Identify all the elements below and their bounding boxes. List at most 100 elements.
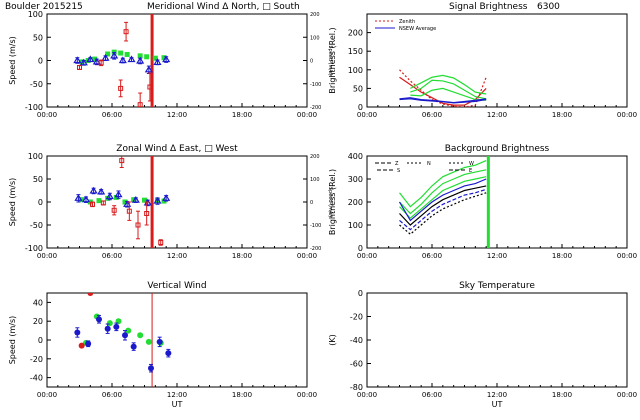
vertical-ytick-label: 20 — [33, 317, 43, 326]
vertical-ytick-label: 0 — [38, 336, 43, 345]
vertical-xtick-label: 00:00 — [37, 391, 57, 399]
meridional-ylabel-right: Speed (m/s) — [327, 45, 333, 75]
sky-ytick-label: -60 — [350, 360, 363, 369]
meridional-point-north-green — [105, 51, 111, 57]
background-xtick-label: 00:00 — [357, 252, 377, 260]
legend-label-s: S — [397, 168, 400, 174]
meridional-xtick-label: 12:00 — [167, 111, 187, 119]
sky-chart: Sky Temperature (K) -80 -60 -40 -20 0 00:00 06:0… — [328, 281, 637, 409]
zonal-point-east-green — [96, 198, 102, 204]
sky-ytick-label: -40 — [350, 336, 363, 345]
vertical-point-blue — [130, 343, 137, 350]
vertical-point-blue — [104, 325, 111, 332]
vertical-point-blue — [156, 338, 163, 345]
background-ytick-label: 400 — [348, 152, 363, 161]
signal-xtick-label: 00:00 — [617, 111, 637, 119]
background-series-blue-a — [398, 178, 487, 222]
zonal-xtick-label: 00:00 — [37, 252, 57, 260]
vertical-point-green — [145, 338, 152, 345]
background-xtick-label: 00:00 — [617, 252, 637, 260]
sky-ytick-label: -20 — [350, 313, 363, 322]
legend-label-w: W — [469, 161, 474, 167]
background-title: Background Brightness — [445, 144, 550, 154]
meridional-point-south-red — [118, 85, 124, 91]
zonal-ytick-label: -50 — [30, 221, 43, 230]
meridional-xtick-label: 00:00 — [297, 111, 317, 119]
legend-label-n: N — [427, 161, 431, 167]
vertical-title: Vertical Wind — [147, 281, 206, 291]
signal-xtick-label: 00:00 — [357, 111, 377, 119]
meridional-point-vertical-blue — [73, 56, 82, 64]
sky-xtick-label: 12:00 — [487, 391, 507, 399]
zonal-point-west-red — [126, 208, 132, 214]
vertical-point-blue — [165, 350, 172, 357]
vertical-xtick-label: 18:00 — [232, 391, 252, 399]
vertical-point-green — [125, 327, 132, 334]
meridional-point-north-green — [118, 50, 124, 56]
zonal-point-vertical-blue — [162, 194, 171, 201]
meridional-chart: Boulder 2015215 Meridional Wind Δ North, … — [5, 2, 333, 119]
zonal-xtick-label: 18:00 — [232, 252, 252, 260]
zonal-point-west-red — [144, 211, 150, 216]
meridional-ytick-right-label: 0 — [310, 59, 313, 65]
meridional-point-vertical-blue — [110, 51, 119, 59]
signal-series-Zenith — [399, 69, 487, 107]
vertical-point-blue — [96, 316, 102, 323]
meridional-xtick-label: 06:00 — [102, 111, 122, 119]
zonal-point-west-red — [100, 200, 106, 206]
sky-xtick-label: 00:00 — [357, 391, 377, 399]
zonal-point-west-red — [90, 201, 95, 207]
meridional-point-vertical-blue — [127, 55, 136, 63]
meridional-point-north-green — [161, 55, 167, 61]
sky-frame — [366, 292, 628, 388]
zonal-xtick-label: 06:00 — [102, 252, 122, 260]
meridional-point-vertical-blue — [136, 56, 145, 64]
vertical-xtick-label: 06:00 — [102, 391, 122, 399]
meridional-ytick-label: -100 — [25, 103, 43, 112]
signal-series-green-a — [410, 74, 487, 95]
meridional-point-vertical-blue — [144, 65, 153, 73]
vertical-ylabel: Speed (m/s) — [8, 316, 17, 365]
sky-xtick-label: 00:00 — [617, 391, 637, 399]
vertical-point-blue — [85, 340, 92, 347]
meridional-point-vertical-blue — [101, 54, 110, 61]
zonal-ytick-label: 0 — [38, 198, 43, 207]
vertical-plot-area — [74, 293, 172, 373]
signal-chart: Signal Brightness 6300 Brightness (Rel.) 0 5… — [328, 2, 637, 119]
zonal-point-vertical-blue — [89, 186, 98, 194]
vertical-point-blue — [113, 323, 120, 330]
vertical-ytick-label: -40 — [30, 374, 43, 383]
meridional-title: Meridional Wind Δ North, □ South — [147, 2, 300, 12]
meridional-ytick-label: -50 — [30, 80, 43, 89]
signal-ytick-label: 200 — [348, 29, 363, 38]
vertical-point-red — [87, 293, 94, 296]
zonal-point-west-red — [135, 222, 141, 228]
vertical-point-blue — [148, 365, 154, 372]
signal-xtick-label: 18:00 — [552, 111, 572, 119]
vertical-xtick-label: 12:00 — [167, 391, 187, 399]
background-series-green-a — [399, 160, 487, 208]
meridional-ytick-right-label: -200 — [310, 105, 321, 111]
signal-ytick-label: 100 — [348, 66, 363, 75]
meridional-ytick-right-label: -100 — [310, 82, 321, 88]
background-ylabel: Brightness (Rel.) — [328, 169, 337, 235]
background-series-black-a — [399, 185, 487, 226]
meridional-ylabel: Speed (m/s) — [8, 36, 17, 85]
signal-series-green-c — [410, 87, 487, 101]
zonal-point-vertical-blue — [74, 194, 83, 201]
meridional-point-south-red — [147, 84, 153, 90]
meridional-point-north-green — [137, 53, 143, 59]
meridional-point-vertical-blue — [92, 57, 101, 65]
sky-xtick-label: 06:00 — [422, 391, 442, 399]
signal-ytick-label: 0 — [358, 103, 363, 112]
sky-ytick-label: 0 — [358, 289, 363, 298]
vertical-ytick-label: 40 — [33, 298, 43, 307]
zonal-point-vertical-blue — [81, 195, 91, 203]
background-ytick-label: 300 — [348, 175, 363, 184]
meridional-point-vertical-blue — [162, 55, 171, 63]
background-ytick-label: 100 — [348, 221, 363, 230]
signal-series-blue-b — [399, 98, 487, 104]
legend-label-nsew: NSEW Average — [399, 26, 436, 32]
zonal-ytick-label: 100 — [28, 152, 43, 161]
